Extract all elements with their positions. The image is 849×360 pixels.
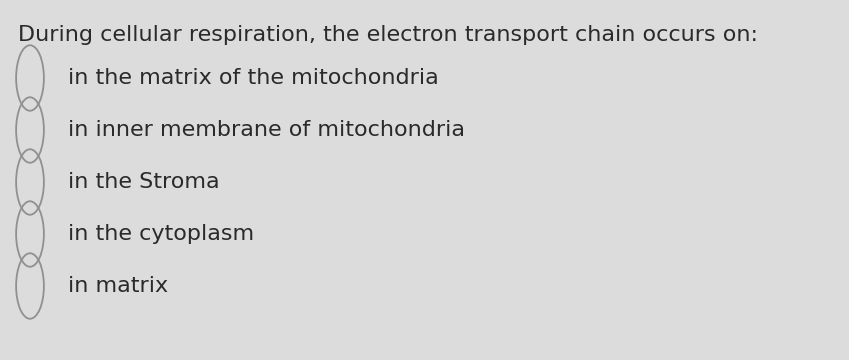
Text: in the Stroma: in the Stroma bbox=[68, 172, 220, 192]
Text: in matrix: in matrix bbox=[68, 276, 168, 296]
Text: During cellular respiration, the electron transport chain occurs on:: During cellular respiration, the electro… bbox=[18, 25, 758, 45]
Text: in the matrix of the mitochondria: in the matrix of the mitochondria bbox=[68, 68, 439, 88]
Text: in inner membrane of mitochondria: in inner membrane of mitochondria bbox=[68, 120, 465, 140]
Text: in the cytoplasm: in the cytoplasm bbox=[68, 224, 254, 244]
